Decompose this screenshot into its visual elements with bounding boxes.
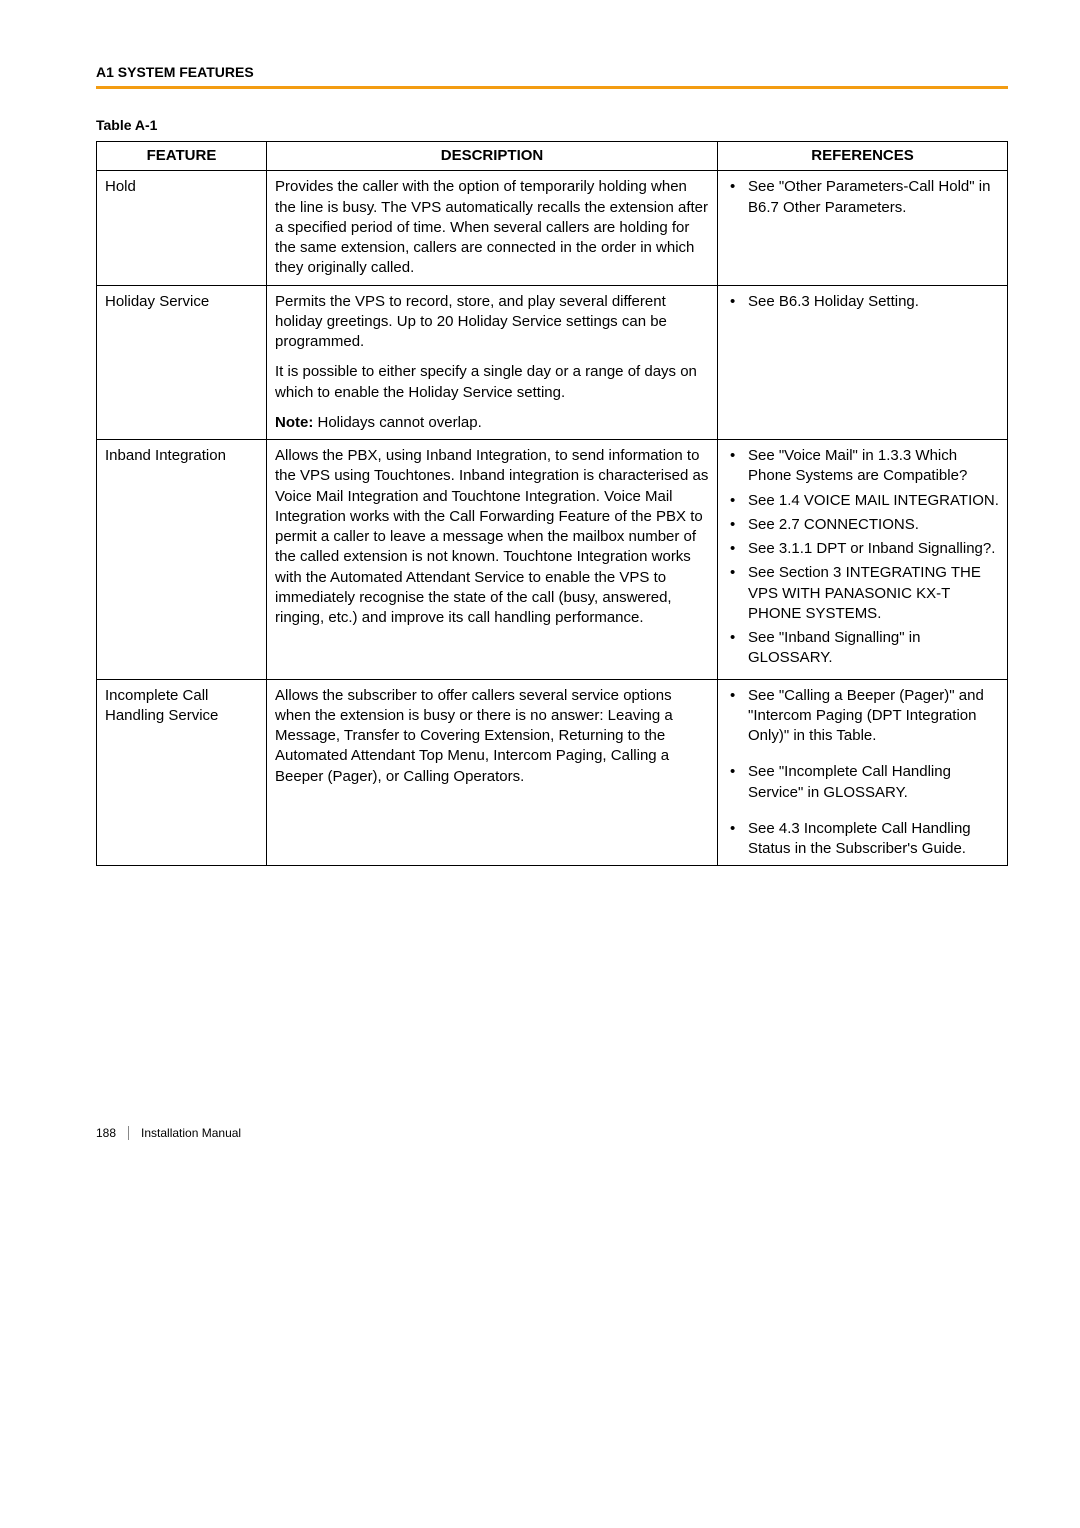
- table-row: Incomplete Call Handling ServiceAllows t…: [97, 679, 1008, 866]
- references-cell: See "Voice Mail" in 1.3.3 Which Phone Sy…: [718, 440, 1008, 680]
- description-cell: Provides the caller with the option of t…: [267, 171, 718, 285]
- references-list: See "Calling a Beeper (Pager)" and "Inte…: [726, 686, 999, 860]
- description-note: Note: Holidays cannot overlap.: [275, 413, 709, 433]
- reference-item: See "Voice Mail" in 1.3.3 Which Phone Sy…: [726, 446, 999, 487]
- references-cell: See B6.3 Holiday Setting.: [718, 285, 1008, 440]
- reference-item: See 2.7 CONNECTIONS.: [726, 515, 999, 535]
- table-label: Table A-1: [96, 117, 1008, 133]
- page-number: 188: [96, 1126, 129, 1140]
- reference-item: See 4.3 Incomplete Call Handling Status …: [726, 819, 999, 860]
- table-header-row: FEATURE DESCRIPTION REFERENCES: [97, 142, 1008, 171]
- page-container: A1 SYSTEM FEATURES Table A-1 FEATURE DES…: [0, 0, 1080, 1180]
- references-cell: See "Calling a Beeper (Pager)" and "Inte…: [718, 679, 1008, 866]
- feature-cell: Incomplete Call Handling Service: [97, 679, 267, 866]
- table-row: HoldProvides the caller with the option …: [97, 171, 1008, 285]
- description-paragraph: Allows the PBX, using Inband Integration…: [275, 446, 709, 628]
- description-cell: Allows the PBX, using Inband Integration…: [267, 440, 718, 680]
- description-paragraph: Permits the VPS to record, store, and pl…: [275, 292, 709, 353]
- section-heading: A1 SYSTEM FEATURES: [96, 64, 1008, 80]
- col-header-feature: FEATURE: [97, 142, 267, 171]
- col-header-references: REFERENCES: [718, 142, 1008, 171]
- reference-item: See 3.1.1 DPT or Inband Signalling?.: [726, 539, 999, 559]
- feature-table: FEATURE DESCRIPTION REFERENCES HoldProvi…: [96, 141, 1008, 866]
- reference-item: See "Incomplete Call Handling Service" i…: [726, 762, 999, 803]
- feature-cell: Inband Integration: [97, 440, 267, 680]
- feature-cell: Holiday Service: [97, 285, 267, 440]
- references-list: See "Voice Mail" in 1.3.3 Which Phone Sy…: [726, 446, 999, 669]
- description-paragraph: Provides the caller with the option of t…: [275, 177, 709, 278]
- reference-item: See "Calling a Beeper (Pager)" and "Inte…: [726, 686, 999, 747]
- references-list: See "Other Parameters-Call Hold" in B6.7…: [726, 177, 999, 218]
- reference-item: See Section 3 INTEGRATING THE VPS WITH P…: [726, 563, 999, 624]
- doc-title: Installation Manual: [141, 1126, 241, 1140]
- references-cell: See "Other Parameters-Call Hold" in B6.7…: [718, 171, 1008, 285]
- table-row: Inband IntegrationAllows the PBX, using …: [97, 440, 1008, 680]
- reference-item: See "Other Parameters-Call Hold" in B6.7…: [726, 177, 999, 218]
- page-footer: 188 Installation Manual: [96, 1126, 1008, 1140]
- reference-item: See "Inband Signalling" in GLOSSARY.: [726, 628, 999, 669]
- description-paragraph: Allows the subscriber to offer callers s…: [275, 686, 709, 787]
- feature-cell: Hold: [97, 171, 267, 285]
- reference-item: See B6.3 Holiday Setting.: [726, 292, 999, 312]
- description-cell: Permits the VPS to record, store, and pl…: [267, 285, 718, 440]
- description-cell: Allows the subscriber to offer callers s…: [267, 679, 718, 866]
- references-list: See B6.3 Holiday Setting.: [726, 292, 999, 312]
- heading-rule: [96, 86, 1008, 89]
- reference-item: See 1.4 VOICE MAIL INTEGRATION.: [726, 491, 999, 511]
- col-header-description: DESCRIPTION: [267, 142, 718, 171]
- table-row: Holiday ServicePermits the VPS to record…: [97, 285, 1008, 440]
- description-paragraph: It is possible to either specify a singl…: [275, 362, 709, 403]
